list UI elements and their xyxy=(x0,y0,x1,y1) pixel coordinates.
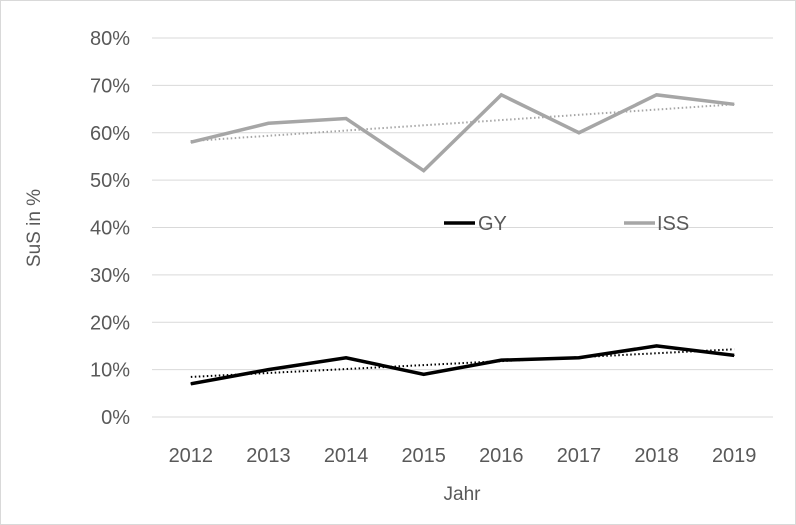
data-point-iss xyxy=(733,103,735,105)
y-tick-label: 30% xyxy=(90,265,130,287)
x-axis-ticks: 2012 2013 2014 2015 2016 2017 2018 2019 xyxy=(169,445,757,467)
data-point-gy xyxy=(345,357,347,359)
y-tick-label: 10% xyxy=(90,360,130,382)
y-tick-label: 0% xyxy=(101,407,130,429)
y-tick-label: 80% xyxy=(90,28,130,50)
x-tick-label: 2014 xyxy=(324,445,369,467)
x-tick-label: 2017 xyxy=(557,445,602,467)
trendline-iss xyxy=(190,103,735,143)
data-point-gy xyxy=(423,373,425,375)
legend-label-iss: ISS xyxy=(657,213,689,235)
x-tick-label: 2016 xyxy=(479,445,524,467)
x-tick-label: 2013 xyxy=(246,445,291,467)
x-tick-label: 2012 xyxy=(169,445,214,467)
data-point-iss xyxy=(190,141,192,143)
data-point-gy xyxy=(500,359,502,361)
x-axis-title: Jahr xyxy=(444,484,482,505)
x-tick-label: 2019 xyxy=(712,445,757,467)
data-point-gy xyxy=(267,369,269,371)
y-tick-label: 50% xyxy=(90,170,130,192)
data-point-iss xyxy=(578,132,580,134)
y-tick-label: 60% xyxy=(90,123,130,145)
series-line-gy xyxy=(190,344,735,386)
series-line-iss xyxy=(190,92,735,173)
trendlines xyxy=(190,103,735,378)
y-axis-title: SuS in % xyxy=(24,189,45,267)
legend-label-gy: GY xyxy=(478,213,507,235)
x-tick-label: 2015 xyxy=(401,445,446,467)
y-tick-label: 20% xyxy=(90,312,130,334)
data-point-iss xyxy=(423,170,425,172)
y-tick-label: 70% xyxy=(90,75,130,97)
data-point-iss xyxy=(500,94,502,96)
x-tick-label: 2018 xyxy=(634,445,679,467)
trendline-gy xyxy=(190,348,735,378)
data-point-gy xyxy=(578,357,580,359)
data-point-gy xyxy=(656,345,658,347)
gridlines xyxy=(152,37,773,371)
y-axis-ticks: 0% 10% 20% 30% 40% 50% 60% 70% 80% xyxy=(90,28,130,429)
series-lines xyxy=(190,92,735,386)
y-tick-label: 40% xyxy=(90,218,130,240)
data-point-iss xyxy=(345,118,347,120)
data-point-gy xyxy=(733,354,735,356)
legend: GY ISS xyxy=(444,213,689,235)
data-point-iss xyxy=(267,122,269,124)
data-point-gy xyxy=(190,383,192,385)
data-point-iss xyxy=(656,94,658,96)
